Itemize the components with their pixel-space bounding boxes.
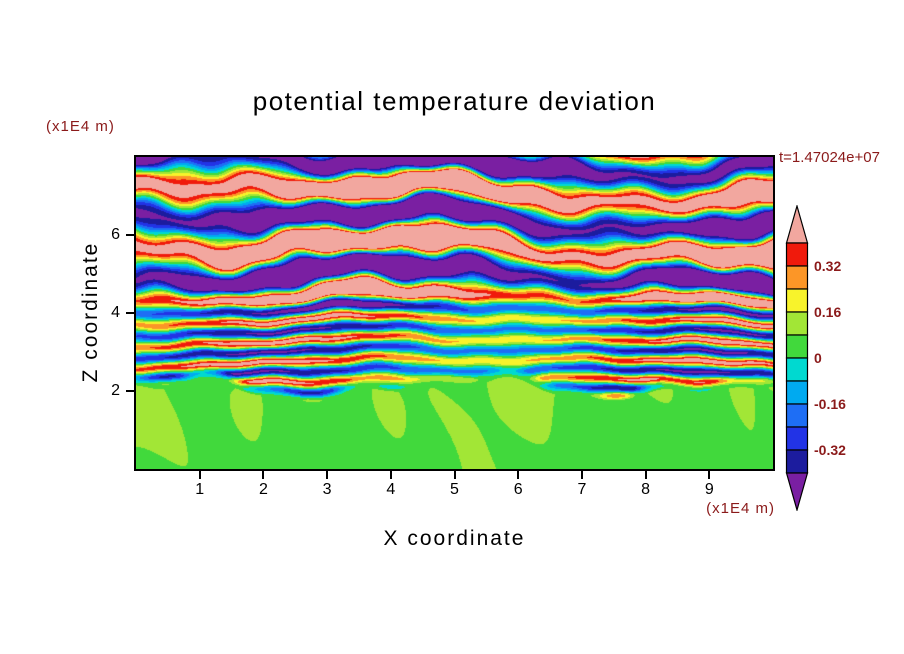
colorbar-segment (785, 311, 809, 336)
contour-field-canvas (136, 157, 773, 469)
plot-title: potential temperature deviation (252, 86, 657, 116)
x-tick-label: 7 (577, 481, 587, 498)
x-tick-label: 1 (195, 481, 205, 498)
colorbar-segment (785, 242, 809, 267)
z-tick-label: 6 (111, 226, 120, 243)
colorbar-segment (785, 357, 809, 382)
x-tick-mark (326, 471, 329, 479)
time-annotation: t=1.47024e+07 (779, 149, 880, 166)
x-tick-mark (389, 471, 392, 479)
x-tick-mark (262, 471, 265, 479)
x-tick-mark (517, 471, 520, 479)
colorbar-arrow-high (785, 205, 809, 244)
z-tick-label: 4 (111, 304, 120, 321)
z-tick-label: 2 (111, 382, 120, 399)
x-tick-label: 8 (641, 481, 651, 498)
x-tick-label: 2 (258, 481, 268, 498)
colorbar-label: 0.32 (814, 258, 842, 274)
x-tick-mark (580, 471, 583, 479)
colorbar-segment (785, 449, 809, 474)
x-tick-mark (644, 471, 647, 479)
colorbar-segment (785, 380, 809, 405)
z-tick-mark (126, 312, 134, 314)
x-tick-mark (708, 471, 711, 479)
colorbar-segment (785, 288, 809, 313)
z-axis-label: Z coordinate (79, 241, 102, 383)
colorbar (785, 205, 809, 511)
x-tick-label: 4 (386, 481, 396, 498)
x-tick-mark (198, 471, 201, 479)
colorbar-label: 0 (814, 350, 822, 366)
x-tick-label: 9 (704, 481, 714, 498)
x-tick-mark (453, 471, 456, 479)
colorbar-segment (785, 334, 809, 359)
plot-area (134, 155, 775, 471)
colorbar-label: 0.16 (814, 304, 842, 320)
colorbar-segment (785, 403, 809, 428)
colorbar-label: -0.32 (814, 442, 846, 458)
z-tick-mark (126, 234, 134, 236)
colorbar-segment (785, 265, 809, 290)
x-tick-label: 3 (322, 481, 332, 498)
x-axis-label: X coordinate (383, 527, 526, 550)
colorbar-label: -0.16 (814, 396, 846, 412)
x-axis-unit-label: (x1E4 m) (706, 500, 775, 517)
z-axis-unit-label: (x1E4 m) (46, 118, 115, 135)
x-tick-label: 6 (513, 481, 523, 498)
colorbar-segment (785, 426, 809, 451)
x-tick-label: 5 (450, 481, 459, 498)
colorbar-arrow-low (785, 472, 809, 511)
z-tick-mark (126, 390, 134, 392)
